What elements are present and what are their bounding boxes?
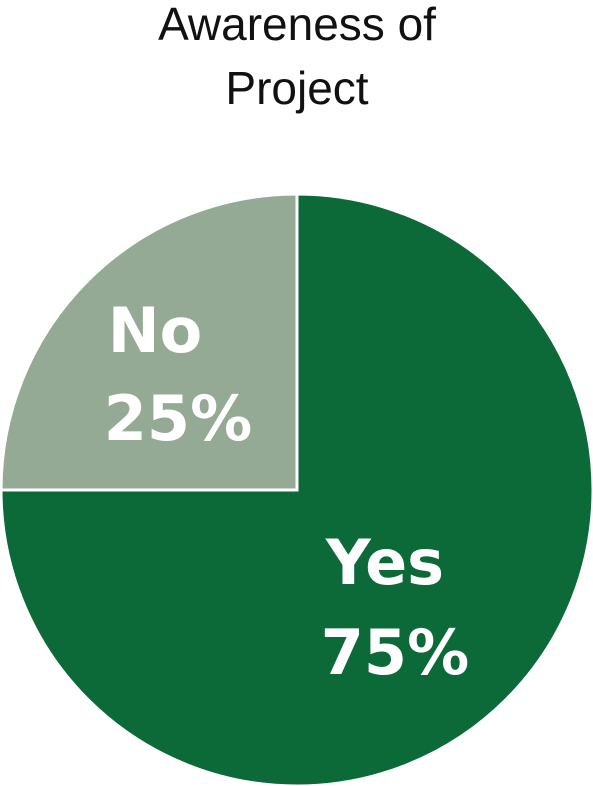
- pie-slice-yes: [0, 192, 593, 786]
- slice-label-no: No: [108, 294, 202, 367]
- pie-slice-no: [0, 192, 299, 492]
- slice-value-no: 25%: [104, 382, 252, 455]
- pie-labels: No 25% Yes 75%: [104, 294, 469, 689]
- chart-title-line-1: Awareness of: [158, 0, 436, 50]
- pie-slices: [0, 192, 593, 786]
- slice-value-yes: 75%: [321, 616, 469, 689]
- slice-label-yes: Yes: [325, 526, 444, 599]
- chart-title-line-2: Project: [225, 62, 368, 114]
